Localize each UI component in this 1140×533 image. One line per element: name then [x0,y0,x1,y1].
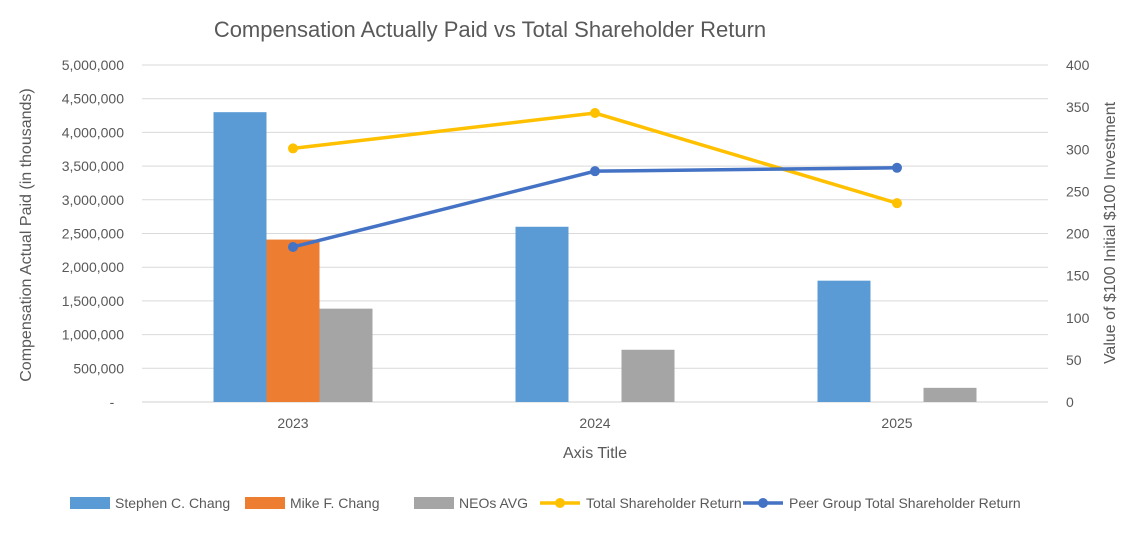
y-tick-label: 2,000,000 [62,259,124,275]
y-axis-title: Compensation Actual Paid (in thousands) [18,88,35,382]
y-tick-label: 3,000,000 [62,192,124,208]
line-point-2024 [590,108,600,119]
legend-item: Peer Group Total Shareholder Return [743,495,1021,511]
line-point-2023 [288,241,298,252]
legend-item: NEOs AVG [414,495,528,511]
y2-tick-label: 200 [1066,226,1090,242]
y-tick-label: 1,000,000 [62,327,124,343]
bar-neos-avg-2025 [923,387,977,402]
x-axis: 2023 2024 2025 [277,415,912,431]
y-tick-label: 1,500,000 [62,293,124,309]
y2-tick-label: 0 [1066,394,1074,410]
right-axis: 0 50 100 150 200 250 300 350 400 [1066,57,1090,410]
bar-stephen-c-chang-2025 [817,280,871,402]
y-tick-label: 4,500,000 [62,91,124,107]
legend-label: Total Shareholder Return [586,495,742,511]
legend: Stephen C. Chang Mike F. Chang NEOs AVG Tot… [70,495,1021,511]
x-tick-label: 2025 [881,415,912,431]
legend-swatch [414,497,454,509]
legend-label: Stephen C. Chang [115,495,230,511]
y2-axis-title: Value of $100 Initial $100 Investment [1102,101,1119,364]
bar-neos-avg-2023 [319,308,373,402]
line-total-shareholder-return [292,111,898,205]
line-point-2025 [892,198,902,209]
bar-neos-avg-2024 [621,349,675,402]
y-tick-label: 3,500,000 [62,158,124,174]
x-tick-label: 2024 [579,415,610,431]
y2-tick-label: 100 [1066,310,1090,326]
legend-item: Stephen C. Chang [70,495,230,511]
line-point-2023 [288,143,298,154]
legend-swatch [70,497,110,509]
y2-tick-label: 350 [1066,99,1090,115]
legend-marker [555,498,565,508]
y2-tick-label: 300 [1066,141,1090,157]
legend-label: Peer Group Total Shareholder Return [789,495,1021,511]
legend-item: Total Shareholder Return [540,495,742,511]
legend-marker [758,498,768,508]
line-point-2025 [892,162,902,173]
legend-label: NEOs AVG [459,495,528,511]
x-axis-title: Axis Title [563,445,627,462]
bar-stephen-c-chang-2024 [515,226,569,402]
y-tick-label: 4,000,000 [62,124,124,140]
lines [288,108,902,252]
legend-item: Mike F. Chang [245,495,379,511]
line-peer-group-total-shareholder-return [292,166,898,249]
y-tick-label: - [110,394,115,410]
y-tick-label: 2,500,000 [62,226,124,242]
y-tick-label: 5,000,000 [62,57,124,73]
y-tick-label: 500,000 [73,360,124,376]
y2-tick-label: 250 [1066,183,1090,199]
bars [213,112,977,403]
x-tick-label: 2023 [277,415,308,431]
y2-tick-label: 400 [1066,57,1090,73]
bar-stephen-c-chang-2023 [213,112,267,403]
line-point-2024 [590,166,600,177]
y2-tick-label: 150 [1066,268,1090,284]
chart-title: Compensation Actually Paid vs Total Shar… [214,17,766,42]
legend-label: Mike F. Chang [290,495,379,511]
y2-tick-label: 50 [1066,352,1082,368]
bar-mike-f-chang-2023 [266,239,320,402]
legend-swatch [245,497,285,509]
left-axis: - 500,000 1,000,000 1,500,000 2,000,000 2,500… [62,57,125,410]
